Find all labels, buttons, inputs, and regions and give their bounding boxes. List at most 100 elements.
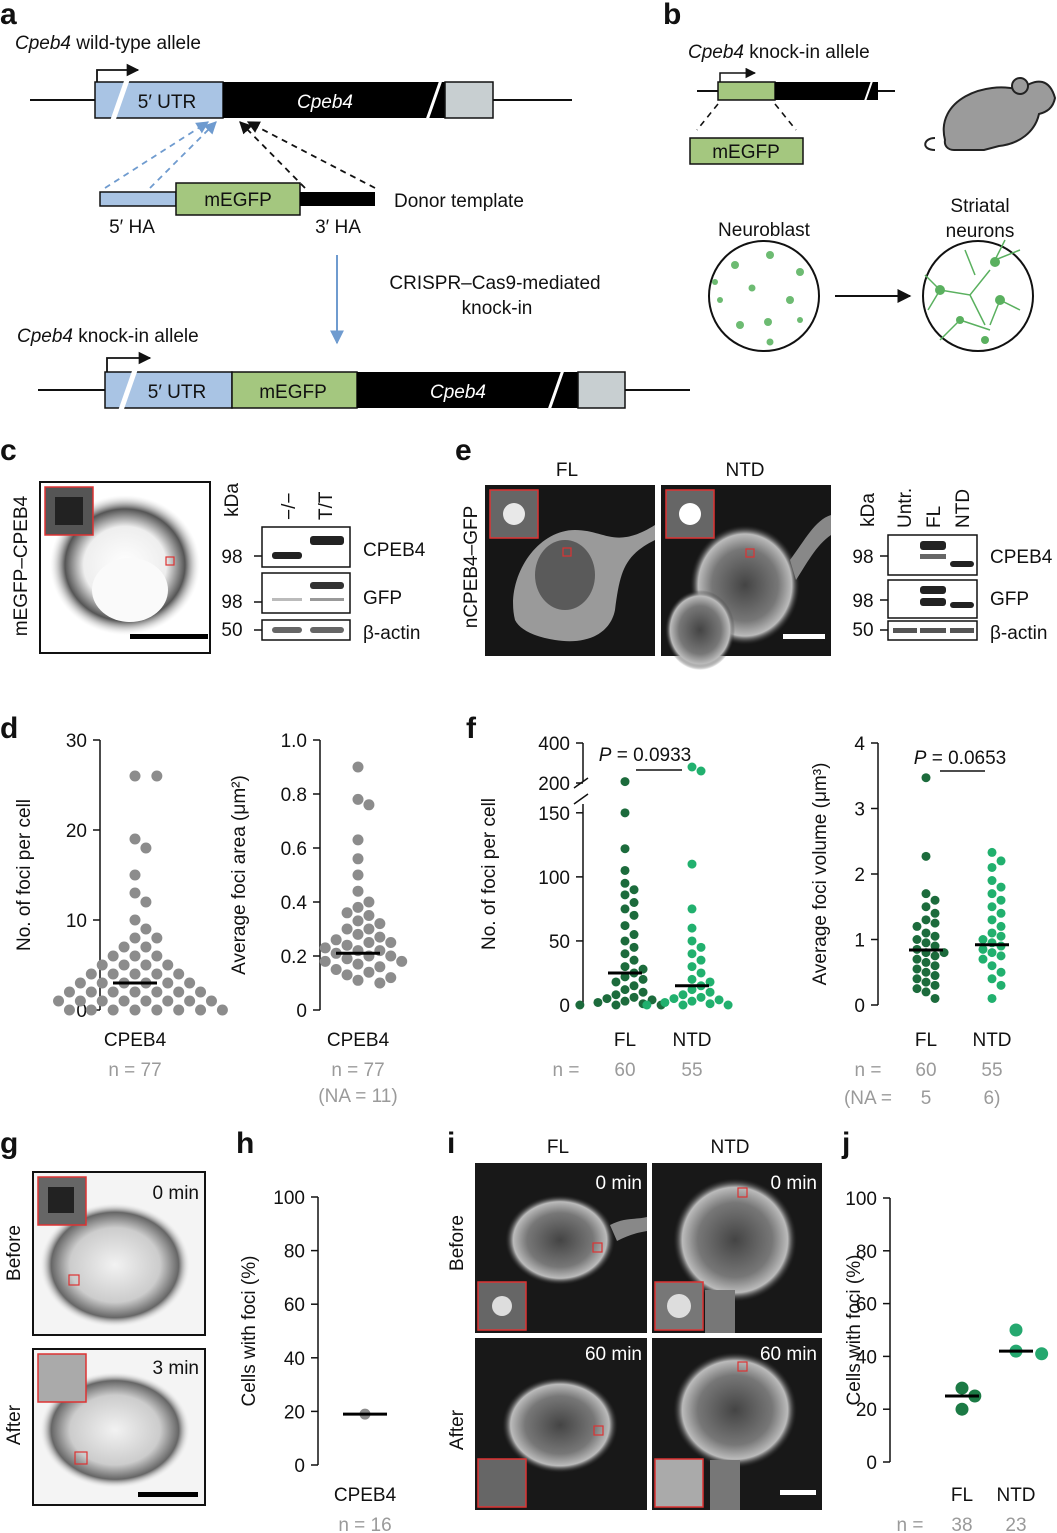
data-point xyxy=(921,967,931,977)
data-point xyxy=(341,969,353,981)
data-point xyxy=(385,972,397,984)
data-point xyxy=(620,777,630,787)
data-point xyxy=(638,964,648,974)
egfp-label: mEGFP xyxy=(259,382,327,403)
y-tick-label: 0.6 xyxy=(281,839,307,860)
data-point xyxy=(385,937,397,948)
data-point xyxy=(687,985,697,995)
data-point xyxy=(216,1004,228,1016)
data-point xyxy=(341,953,353,965)
data-point xyxy=(996,967,1006,977)
data-point xyxy=(96,977,108,989)
mouse-icon xyxy=(924,77,1057,151)
data-point xyxy=(151,986,163,998)
data-point xyxy=(921,987,931,997)
y-tick-label: 20 xyxy=(284,1402,305,1423)
data-point xyxy=(151,950,163,962)
data-point xyxy=(620,865,630,875)
data-point xyxy=(374,977,386,989)
donor-template xyxy=(99,182,375,216)
y-tick-label: 10 xyxy=(66,911,87,932)
cell-label: Striatal xyxy=(950,196,1009,217)
data-point xyxy=(330,964,342,975)
data-point xyxy=(96,959,108,971)
sample-size: 60 xyxy=(614,1060,635,1081)
data-point xyxy=(629,910,639,920)
data-point xyxy=(996,856,1006,866)
data-point xyxy=(629,885,639,895)
sample-size: n = 77 xyxy=(331,1060,384,1081)
wt-allele xyxy=(30,63,572,121)
data-point xyxy=(173,986,185,998)
column-label: FL xyxy=(556,460,578,481)
axis-break xyxy=(573,777,589,805)
y-tick-label: 4 xyxy=(854,734,865,755)
data-point xyxy=(129,887,141,899)
micrograph xyxy=(32,1171,206,1506)
data-point xyxy=(978,944,988,954)
micrograph xyxy=(485,485,831,670)
y-tick-label: 2 xyxy=(854,865,865,886)
data-point xyxy=(687,996,697,1006)
sample-size: 55 xyxy=(981,1060,1002,1081)
data-point xyxy=(996,921,1006,931)
marker-label: 98 xyxy=(221,547,242,568)
p-text: = 0.0653 xyxy=(926,748,1006,769)
data-point xyxy=(363,966,375,978)
cell-label: Neuroblast xyxy=(718,220,811,241)
gene-label: Cpeb4 xyxy=(297,92,353,113)
data-point xyxy=(987,902,997,912)
data-point xyxy=(151,1004,163,1016)
y-axis-label: No. of foci per cell xyxy=(479,798,500,950)
y-tick-label: 1.0 xyxy=(281,731,307,752)
data-point xyxy=(678,1000,688,1010)
x-tick-label: NTD xyxy=(672,1030,711,1051)
data-point xyxy=(996,882,1006,892)
data-point xyxy=(611,990,621,1000)
data-point xyxy=(629,992,639,1002)
data-point xyxy=(173,1004,185,1016)
egfp-label: mEGFP xyxy=(712,142,780,163)
data-point xyxy=(363,799,375,811)
y-axis-label: Cells with foci (%) xyxy=(239,1256,260,1407)
data-point xyxy=(930,971,940,981)
utr-label: 5′ UTR xyxy=(138,92,196,113)
data-point xyxy=(705,987,715,997)
data-point xyxy=(930,918,940,928)
data-point xyxy=(140,995,152,1007)
data-point xyxy=(996,951,1006,961)
data-point xyxy=(352,834,364,846)
data-point xyxy=(162,995,174,1007)
data-point xyxy=(374,931,386,943)
marker-label: 98 xyxy=(852,591,873,612)
column-label: FL xyxy=(547,1137,569,1158)
allele-title: Cpeb4 knock-in allele xyxy=(17,326,199,347)
row-label: After xyxy=(447,1409,468,1450)
data-point xyxy=(352,793,364,805)
data-point xyxy=(620,808,630,818)
data-point xyxy=(620,878,630,888)
band-label: CPEB4 xyxy=(990,547,1053,568)
kda-label: kDa xyxy=(858,493,879,527)
data-point xyxy=(85,986,97,998)
data-point xyxy=(140,959,152,971)
data-point xyxy=(638,987,648,997)
data-point xyxy=(107,968,119,980)
data-point xyxy=(629,981,639,991)
data-point xyxy=(987,847,997,857)
data-point xyxy=(912,954,922,964)
method-label: CRISPR–Cas9-mediated xyxy=(389,273,600,294)
donor-label: Donor template xyxy=(394,191,524,212)
image-label: mEGFP–CPEB4 xyxy=(11,495,32,636)
data-point xyxy=(611,1000,621,1010)
y-tick-label: 0.8 xyxy=(281,785,307,806)
y-tick-label: 20 xyxy=(856,1400,877,1421)
x-tick-label: FL xyxy=(915,1030,937,1051)
data-point xyxy=(696,992,706,1002)
y-tick-label: 0 xyxy=(559,996,570,1017)
data-point xyxy=(352,901,364,913)
row-label: After xyxy=(4,1404,25,1445)
data-point xyxy=(363,923,375,935)
panel-label: g xyxy=(0,1127,18,1160)
y-tick-label: 100 xyxy=(273,1188,305,1209)
